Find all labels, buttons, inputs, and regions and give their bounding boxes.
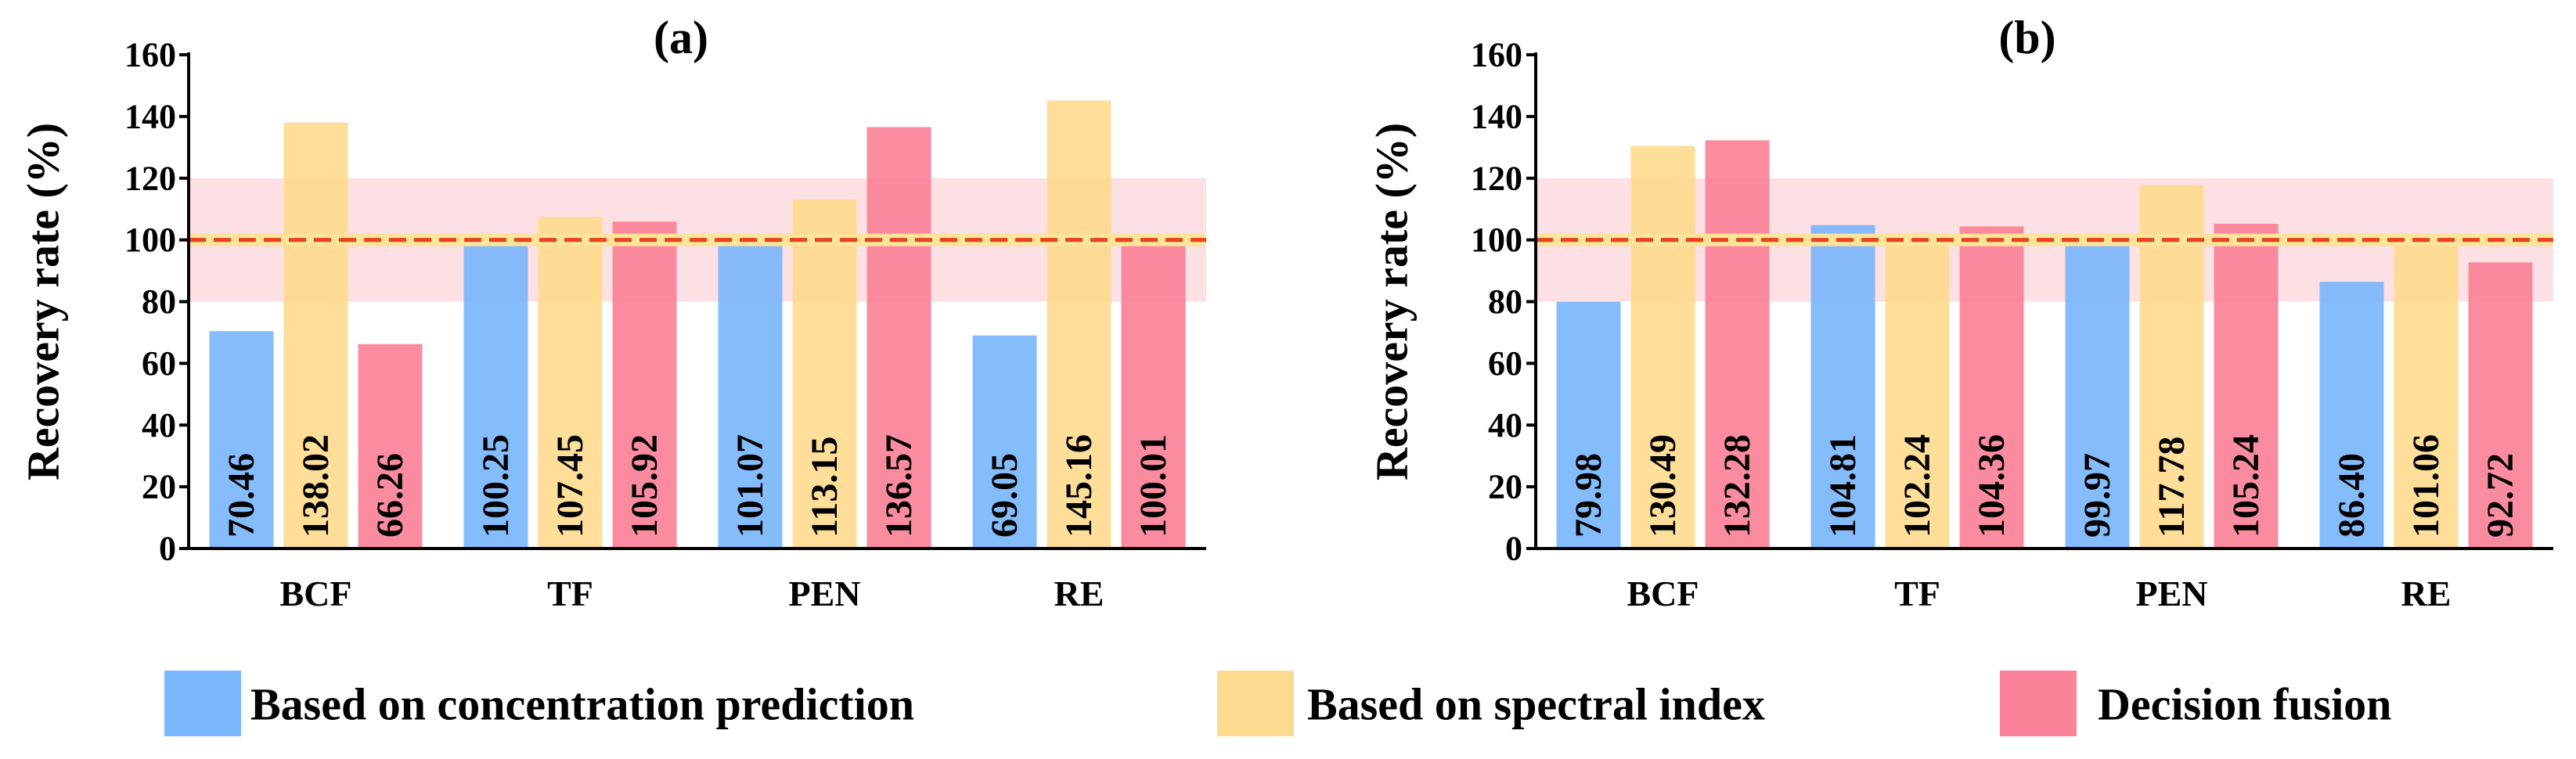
legend-label: Based on spectral index <box>1307 679 1765 730</box>
y-tick-label: 20 <box>1488 468 1522 506</box>
bar-bcf-series-2 <box>1630 146 1695 549</box>
legend-swatch <box>2000 671 2077 736</box>
data-label: 132.28 <box>1717 434 1758 538</box>
x-tick-label: BCF <box>1627 574 1699 613</box>
y-tick-label: 60 <box>142 344 176 383</box>
data-label: 130.49 <box>1642 434 1684 538</box>
bar-pen-series-1 <box>2065 239 2130 549</box>
data-label: 104.36 <box>1971 434 2012 538</box>
legend-label: Decision fusion <box>2098 679 2391 730</box>
data-label: 70.46 <box>221 453 262 538</box>
data-label: 86.40 <box>2331 453 2372 538</box>
data-label: 145.16 <box>1058 434 1100 538</box>
y-tick-label: 60 <box>1488 344 1522 383</box>
legend-swatch <box>164 671 241 736</box>
legend-label: Based on concentration prediction <box>250 679 914 730</box>
chart-panel-a: 70.46 138.02 66.26 100.25 107.45 105.92 101.07… <box>18 12 1206 613</box>
bar-tf-series-3 <box>612 221 677 549</box>
legend-swatch <box>1217 671 1294 736</box>
y-tick-label: 140 <box>1471 97 1522 135</box>
data-label: 104.81 <box>1822 434 1864 538</box>
data-label: 105.92 <box>624 434 665 538</box>
bar-tf-series-2 <box>1885 232 1950 549</box>
data-label: 100.25 <box>475 434 517 538</box>
y-tick-label: 20 <box>142 468 176 506</box>
bar-re-series-2 <box>2394 236 2459 549</box>
bar-re-series-2 <box>1047 100 1111 549</box>
y-tick-label: 160 <box>124 36 176 74</box>
x-tick-label: BCF <box>280 574 352 613</box>
bar-bcf-series-1 <box>209 331 274 549</box>
y-tick-label: 160 <box>1471 36 1522 74</box>
x-tick-label: PEN <box>789 574 861 613</box>
bar-pen-series-3 <box>2214 223 2279 549</box>
data-label: 117.78 <box>2151 437 2192 538</box>
bar-bcf-series-3 <box>1705 140 1770 549</box>
bar-bcf-series-3 <box>358 344 423 549</box>
y-axis-label: Recovery rate (%) <box>18 123 69 480</box>
bar-re-series-1 <box>972 335 1037 549</box>
data-label: 101.06 <box>2405 434 2447 538</box>
x-tick-label: RE <box>2401 574 2452 613</box>
y-tick-label: 0 <box>159 530 176 568</box>
y-axis-label: Recovery rate (%) <box>1367 123 1418 480</box>
y-tick-label: 100 <box>124 221 176 259</box>
bar-bcf-series-2 <box>283 122 348 549</box>
data-label: 99.97 <box>2077 453 2118 538</box>
x-tick-label: TF <box>1894 574 1940 613</box>
data-label: 113.15 <box>804 437 845 538</box>
x-tick-label: TF <box>547 574 593 613</box>
data-label: 107.45 <box>549 434 591 538</box>
panel-title: (a) <box>654 12 708 63</box>
data-label: 138.02 <box>295 434 337 538</box>
data-label: 69.05 <box>984 453 1025 538</box>
data-label: 100.01 <box>1133 434 1174 538</box>
y-tick-label: 80 <box>142 282 176 321</box>
bar-pen-series-3 <box>866 127 931 549</box>
data-label: 101.07 <box>730 434 771 538</box>
x-tick-label: PEN <box>2136 574 2208 613</box>
bar-bcf-series-1 <box>1556 301 1621 549</box>
bar-re-series-3 <box>1121 239 1186 549</box>
bar-re-series-1 <box>2319 282 2384 549</box>
bars: 79.98 130.49 132.28 104.81 102.24 104.36 99.97… <box>1556 140 2533 549</box>
bars: 70.46 138.02 66.26 100.25 107.45 105.92 101.07… <box>209 100 1186 549</box>
bar-tf-series-1 <box>1810 225 1875 549</box>
bar-tf-series-3 <box>1959 226 2024 549</box>
y-tick-label: 0 <box>1505 530 1522 568</box>
bar-re-series-3 <box>2468 262 2533 549</box>
y-tick-label: 40 <box>142 406 176 444</box>
data-label: 102.24 <box>1897 434 1938 538</box>
panel-title: (b) <box>1998 12 2055 63</box>
bar-pen-series-1 <box>718 236 783 549</box>
data-label: 136.57 <box>878 434 920 538</box>
bar-tf-series-2 <box>538 217 603 549</box>
data-label: 79.98 <box>1568 453 1609 538</box>
bar-pen-series-2 <box>792 199 857 549</box>
bar-tf-series-1 <box>463 239 528 549</box>
y-tick-label: 140 <box>124 97 176 135</box>
y-tick-label: 120 <box>124 159 176 197</box>
y-tick-label: 100 <box>1471 221 1522 259</box>
chart-panel-b: 79.98 130.49 132.28 104.81 102.24 104.36 99.97… <box>1367 12 2553 613</box>
data-label: 105.24 <box>2225 434 2267 538</box>
legend: Based on concentration prediction Based o… <box>164 671 2391 736</box>
y-tick-label: 80 <box>1488 282 1522 321</box>
data-label: 92.72 <box>2480 453 2521 538</box>
x-tick-label: RE <box>1054 574 1104 613</box>
y-tick-label: 40 <box>1488 406 1522 444</box>
y-tick-label: 120 <box>1471 159 1522 197</box>
data-label: 66.26 <box>369 453 411 538</box>
